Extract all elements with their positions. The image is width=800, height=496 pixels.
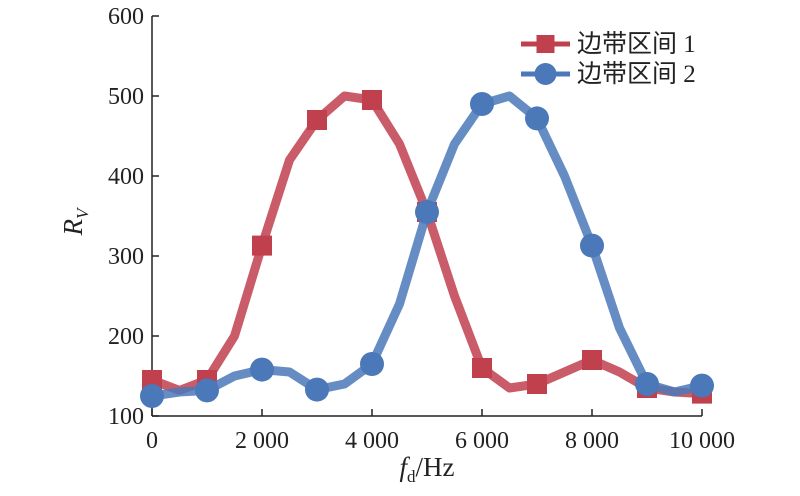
series-2-point	[360, 352, 384, 376]
axes	[151, 16, 702, 417]
series-1-point	[252, 235, 272, 256]
series-layer	[140, 90, 714, 408]
legend-item-1: 边带区间 1	[521, 30, 696, 58]
series-1-point	[582, 350, 602, 370]
y-axis-title-sub: V	[73, 206, 92, 219]
y-tick-label: 600	[108, 4, 144, 30]
x-axis-title-sub: d	[407, 467, 416, 486]
x-tick-label: 8 000	[565, 428, 619, 454]
legend-marker	[534, 63, 557, 85]
series-1-point	[472, 358, 492, 378]
series-2-point	[635, 372, 659, 396]
x-tick-label: 6 000	[455, 428, 509, 454]
legend-label: 边带区间 2	[577, 60, 696, 88]
y-tick-label: 400	[108, 164, 144, 190]
y-tick-label: 200	[108, 324, 144, 350]
x-axis-title-main: f	[400, 452, 411, 482]
series-1-point	[527, 374, 547, 394]
series-2-point	[470, 92, 494, 116]
x-tick-label: 2 000	[235, 428, 289, 454]
y-axis-title-main: R	[58, 218, 88, 236]
y-tick-label: 100	[108, 404, 144, 430]
ticks: 100 200 300 400 500 600 0 2 000 4 000 6 000 8 000 1…	[108, 4, 735, 454]
series-2-point	[415, 200, 439, 224]
series-1-point	[307, 110, 327, 130]
legend-label: 边带区间 1	[577, 30, 696, 58]
series-1-point	[362, 90, 382, 110]
series-2-line	[147, 91, 707, 401]
series-1	[142, 90, 712, 404]
x-tick-label: 10 000	[669, 428, 735, 454]
y-tick-label: 500	[108, 84, 144, 110]
series-2-point	[525, 106, 549, 131]
series-2-point	[305, 377, 329, 402]
series-2-point	[140, 384, 164, 408]
x-tick-label: 0	[146, 428, 158, 454]
y-axis-title: RV	[58, 206, 92, 237]
series-2-point	[195, 378, 219, 403]
y-tick-label: 300	[108, 244, 144, 270]
series-2-point	[690, 373, 714, 398]
series-1-point	[142, 370, 162, 390]
x-axis-title: fd/Hz	[400, 452, 455, 486]
series-1-line	[147, 91, 707, 399]
legend-item-2: 边带区间 2	[521, 60, 696, 88]
x-tick-label: 4 000	[345, 428, 399, 454]
series-2-point	[580, 233, 604, 258]
series-2	[140, 91, 714, 408]
x-axis-title-unit: /Hz	[416, 452, 455, 482]
legend-marker	[536, 35, 555, 53]
series-2-point	[250, 357, 274, 382]
